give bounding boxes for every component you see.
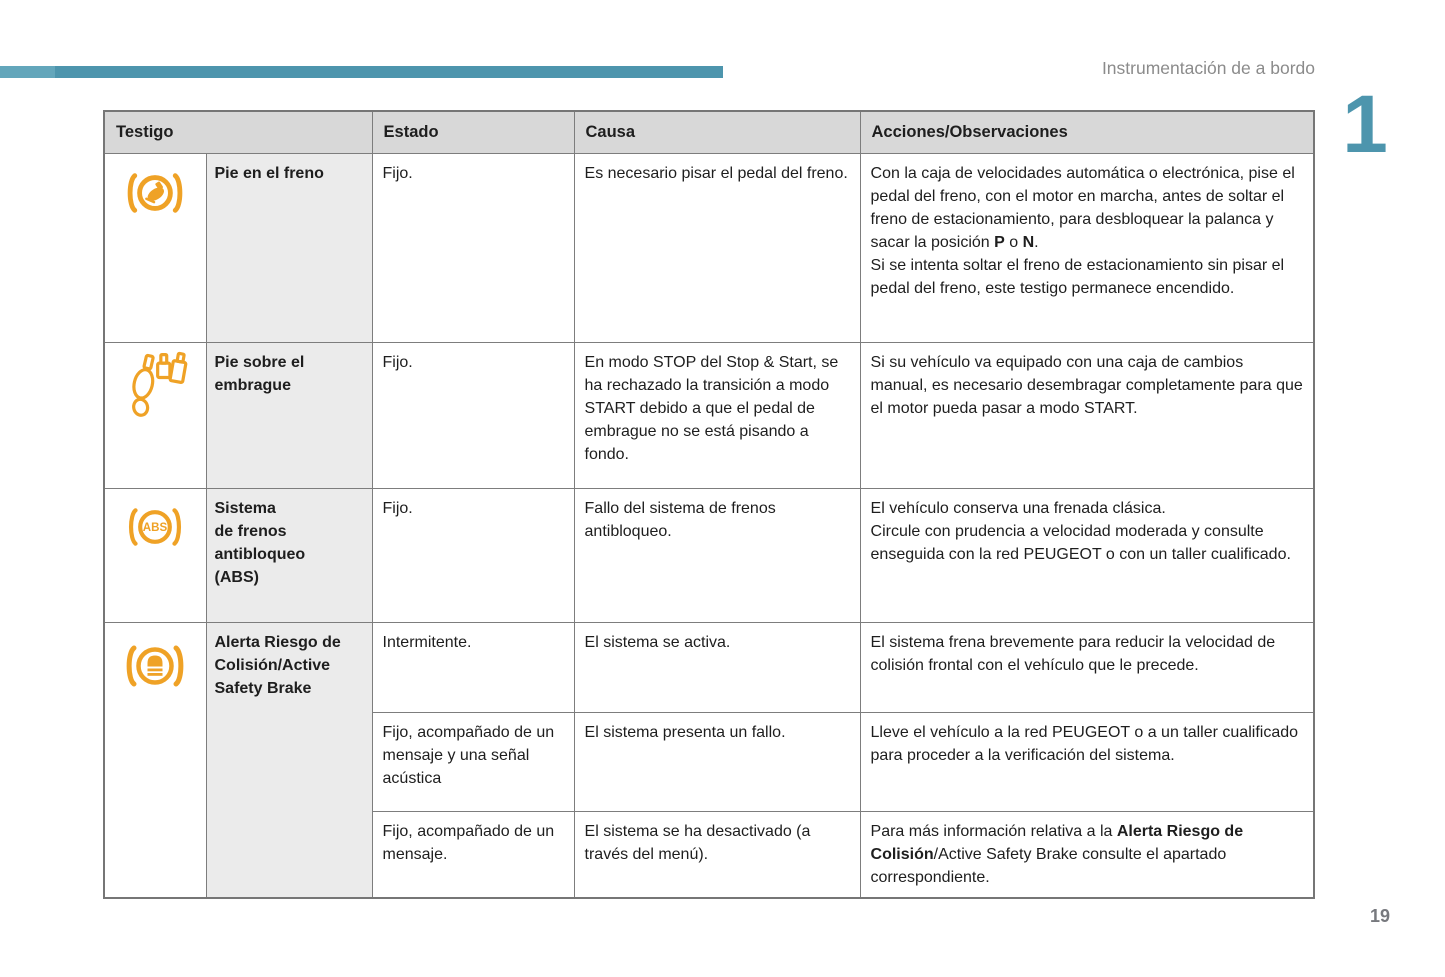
causa-cell: Fallo del sistema de frenos antibloqueo.	[573, 487, 861, 623]
estado-cell: Fijo, acompañado de un mensaje.	[371, 810, 575, 899]
causa-cell: El sistema se ha desactivado (a través d…	[573, 810, 861, 899]
acciones-cell: El sistema frena brevemente para reducir…	[859, 621, 1315, 713]
acciones-text: Circule con prudencia a velocidad modera…	[870, 522, 1291, 563]
acciones-bold: Alerta Riesgo de Colisión	[870, 822, 1244, 863]
chapter-number: 1	[1342, 79, 1388, 170]
estado-cell: Intermitente.	[371, 621, 575, 713]
col-header-causa: Causa	[573, 110, 861, 154]
clutch-pedal-foot-icon	[122, 351, 188, 425]
estado-cell: Fijo.	[371, 152, 575, 343]
chapter-accent-bar	[0, 66, 723, 78]
acciones-text: Si se intenta soltar el freno de estacio…	[870, 256, 1285, 297]
page-number: 19	[1369, 906, 1390, 926]
acciones-text: /Active Safety Brake consulte el apartad…	[870, 845, 1227, 886]
acciones-text: o	[1004, 233, 1023, 251]
estado-cell: Fijo.	[371, 487, 575, 623]
acciones-text: El vehículo conserva una frenada clásica…	[870, 499, 1166, 517]
estado-cell: Fijo, acompañado de un mensaje y una señ…	[371, 711, 575, 812]
col-header-testigo: Testigo	[103, 110, 373, 154]
table-row: Pie sobre el embrague Fijo. En modo STOP…	[103, 341, 1315, 489]
acciones-text: .	[1034, 233, 1039, 251]
acciones-cell: Para más información relativa a la Alert…	[859, 810, 1315, 899]
table-row: ABS Sistema de frenos antibloqueo (ABS) Fij…	[103, 487, 1315, 623]
table-row: Alerta Riesgo de Colisión/Active Safety …	[103, 621, 1315, 899]
acciones-cell: Lleve el vehículo a la red PEUGEOT o a u…	[859, 711, 1315, 812]
col-header-estado: Estado	[371, 110, 575, 154]
acciones-bold-p: P	[994, 233, 1005, 251]
abs-icon-text: ABS	[143, 522, 168, 534]
acciones-bold-n: N	[1022, 233, 1035, 251]
causa-cell: El sistema se activa.	[573, 621, 861, 713]
col-header-acciones: Acciones/Observaciones	[859, 110, 1315, 154]
table-row: Fijo, acompañado de un mensaje y una señ…	[104, 711, 1315, 812]
abs-warning-icon: ABS	[124, 507, 186, 556]
acciones-text: Para más información relativa a la	[870, 822, 1117, 840]
acciones-cell: Con la caja de velocidades automática o …	[859, 152, 1315, 343]
acciones-text: Con la caja de velocidades automática o …	[870, 164, 1295, 251]
acciones-cell: Si su vehículo va equipado con una caja …	[859, 341, 1315, 489]
testigo-icon-cell	[103, 341, 207, 489]
testigo-label: Pie sobre el embrague	[205, 341, 373, 489]
testigo-icon-cell: ABS	[103, 487, 207, 623]
warning-lights-table: Testigo Estado Causa Acciones/Observacio…	[103, 110, 1316, 899]
acciones-cell: El vehículo conserva una frenada clásica…	[859, 487, 1315, 623]
causa-cell: El sistema presenta un fallo.	[573, 711, 861, 812]
testigo-label: Sistema de frenos antibloqueo (ABS)	[205, 487, 373, 623]
testigo-icon-cell	[103, 621, 207, 899]
table-header-row: Testigo Estado Causa Acciones/Observacio…	[103, 110, 1315, 154]
testigo-label: Alerta Riesgo de Colisión/Active Safety …	[205, 621, 373, 899]
brake-pedal-warning-icon	[120, 172, 190, 223]
estado-cell: Fijo.	[371, 341, 575, 489]
table-row: Pie en el freno Fijo. Es necesario pisar…	[103, 152, 1315, 343]
causa-cell: En modo STOP del Stop & Start, se ha rec…	[573, 341, 861, 489]
table-row: Fijo, acompañado de un mensaje. El siste…	[104, 810, 1315, 899]
collision-risk-alert-icon	[122, 645, 188, 697]
page-header-title: Instrumentación de a bordo	[1101, 58, 1315, 78]
testigo-icon-cell	[103, 152, 207, 343]
testigo-label: Pie en el freno	[205, 152, 373, 343]
causa-cell: Es necesario pisar el pedal del freno.	[573, 152, 861, 343]
